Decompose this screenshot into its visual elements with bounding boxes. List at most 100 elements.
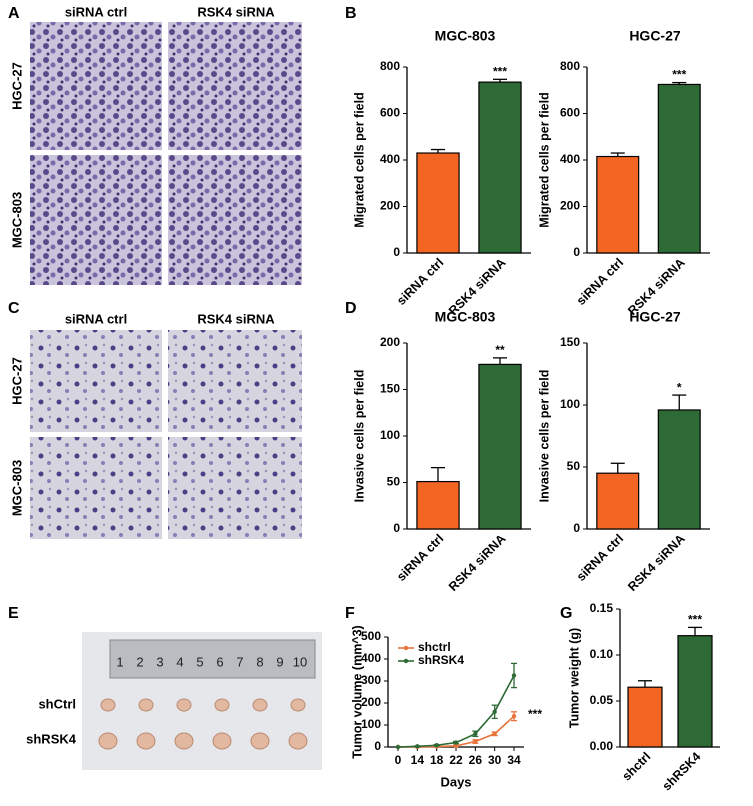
x-tick-label: siRNA ctrl [394,532,446,584]
point [395,744,401,750]
panel-label: C [8,300,20,317]
panel-label: A [8,5,20,22]
point [453,743,459,749]
micrograph [168,155,302,285]
tumor [212,732,232,750]
y-tick-label: 200 [361,695,381,709]
y-axis-label: Migrated cells per field [537,92,551,227]
x-tick-label: 14 [411,753,425,767]
y-tick-label: 100 [560,397,580,411]
tumor [288,732,308,750]
ruler-number: 7 [236,654,243,669]
point [492,731,497,736]
point [511,714,517,719]
bar [677,635,713,748]
x-tick-label: 0 [395,753,402,767]
error-bar [610,462,625,474]
ruler-number: 2 [136,654,143,669]
legend-marker [403,658,409,664]
y-tick-label: 200 [560,199,580,213]
tumor [290,698,306,712]
point [473,731,478,736]
row-label: MGC-803 [9,460,24,516]
legend-label: shctrl [418,640,451,654]
micrograph [30,22,162,150]
panel-label: D [345,300,357,317]
y-tick-label: 150 [560,335,580,349]
x-axis-label: Days [440,774,471,789]
y-tick-label: 400 [380,152,400,166]
x-tick-label: 26 [469,753,483,767]
tumor [214,698,230,712]
bar [478,363,522,530]
tumor [100,698,116,712]
micrograph [30,437,162,539]
y-tick-label: 100 [380,428,400,442]
y-tick-label: 0.15 [590,601,614,615]
y-tick-label: 0.00 [590,739,614,753]
y-axis-label: Tumor weight (g) [567,628,581,728]
bar [627,686,663,748]
bar [478,81,522,254]
bar [657,83,701,254]
row-label: HGC-27 [9,62,24,110]
micrograph [168,22,302,150]
error-bar [493,78,507,83]
x-tick-label: shctrl [619,750,653,784]
column-label: siRNA ctrl [65,311,127,326]
error-bar [672,81,687,85]
y-tick-label: 50 [567,459,581,473]
ruler-number: 4 [176,654,183,669]
column-label: siRNA ctrl [65,4,127,19]
row-label: shRSK4 [26,731,77,746]
y-tick-label: 0.10 [590,647,614,661]
bar [596,472,640,530]
bar [596,155,640,254]
y-tick-label: 50 [387,475,401,489]
ruler-number: 8 [256,654,263,669]
x-tick-label: RSK4 siRNA [446,532,508,594]
x-tick-label: shRSK4 [660,750,704,794]
x-tick-label: siRNA ctrl [574,256,626,308]
micrograph [168,330,302,432]
ruler-number: 6 [216,654,223,669]
significance: *** [688,613,702,627]
row-label: shCtrl [38,696,76,711]
y-tick-label: 800 [560,59,580,73]
panel-label: B [345,5,357,22]
chart-title: MGC-803 [435,28,496,44]
row-label: MGC-803 [9,192,24,248]
point [415,744,420,749]
x-tick-label: 34 [507,753,521,767]
column-label: RSK4 siRNA [197,311,275,326]
micrograph [30,155,162,285]
error-bar [672,394,687,410]
x-tick-label: 22 [449,753,463,767]
y-tick-label: 0 [374,739,381,753]
legend-marker [403,645,409,651]
bar [416,480,460,530]
bar [416,152,460,254]
tumor [250,732,270,750]
error-bar [493,357,507,365]
x-tick-label: siRNA ctrl [574,532,626,584]
tumor [98,732,118,750]
ruler-number: 9 [276,654,283,669]
y-tick-label: 100 [361,717,381,731]
x-tick-label: RSK4 siRNA [625,532,687,594]
error-bar [688,626,702,636]
chart-title: HGC-27 [629,28,681,44]
significance: *** [493,64,507,78]
panel-label: E [8,605,19,622]
y-tick-label: 300 [361,673,381,687]
ruler [109,639,316,679]
y-tick-label: 400 [560,152,580,166]
y-axis-label: Invasive cells per field [537,370,551,503]
tumor [252,698,268,712]
photo-placeholders [30,22,322,770]
y-axis-label: Tumor volume (mm^3) [350,625,364,758]
bar [657,409,701,530]
y-tick-label: 200 [380,199,400,213]
column-label: RSK4 siRNA [197,4,275,19]
